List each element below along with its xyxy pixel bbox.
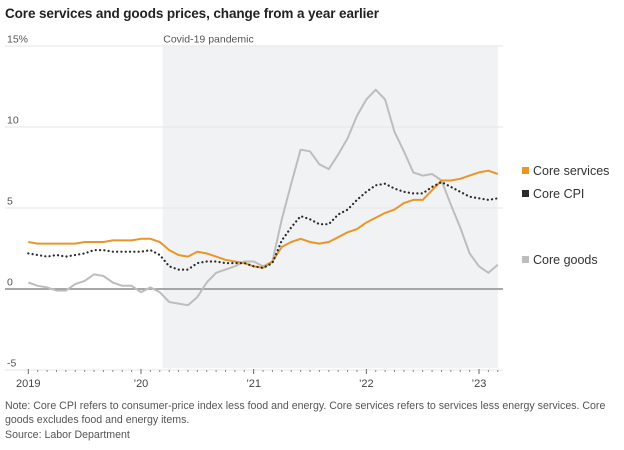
y-tick-label: -5 <box>7 358 16 370</box>
legend-label-core-cpi: Core CPI <box>533 187 585 201</box>
legend-swatch-core-services <box>522 167 529 174</box>
x-tick-label: ’20 <box>134 378 149 390</box>
x-tick-label: ’23 <box>472 378 487 390</box>
x-axis: 2019 ’20 ’21 ’22 ’23 <box>16 369 499 390</box>
series-lines <box>27 88 499 307</box>
pandemic-shaded-band-group <box>162 45 498 368</box>
pandemic-label: Covid-19 pandemic <box>163 34 253 46</box>
y-tick-label: 0 <box>7 277 13 289</box>
chart-title: Core services and goods prices, change f… <box>5 6 379 21</box>
legend-item-core-cpi: Core CPI <box>522 187 584 201</box>
legend-swatch-core-cpi <box>522 190 529 197</box>
y-axis-labels: 15% 10 5 0 -5 <box>7 34 28 370</box>
legend-item-core-services: Core services <box>522 164 609 178</box>
source-text: Source: Labor Department <box>5 429 130 441</box>
note-text: Note: Core CPI refers to consumer-price … <box>5 400 606 426</box>
legend-swatch-core-goods <box>522 256 529 263</box>
x-tick-label: 2019 <box>16 378 40 390</box>
x-tick-label: ’22 <box>359 378 374 390</box>
legend-item-core-goods: Core goods <box>522 253 598 267</box>
annotations: Covid-19 pandemic <box>163 34 253 46</box>
line-chart: 15% 10 5 0 -5 2019 ’20 ’21 ’22 ’23 Covid-19 pand… <box>5 34 503 390</box>
chart-notes: Note: Core CPI refers to consumer-price … <box>5 400 621 443</box>
x-tick-label: ’21 <box>246 378 261 390</box>
series-line-core-services <box>28 169 499 269</box>
y-tick-label: 5 <box>7 196 13 208</box>
y-tick-label: 15% <box>7 34 28 46</box>
y-tick-label: 10 <box>7 115 19 127</box>
series-line-core-goods <box>27 88 499 307</box>
pandemic-shaded-band <box>162 45 498 368</box>
legend-label-core-goods: Core goods <box>533 253 598 267</box>
legend-label-core-services: Core services <box>533 164 610 178</box>
